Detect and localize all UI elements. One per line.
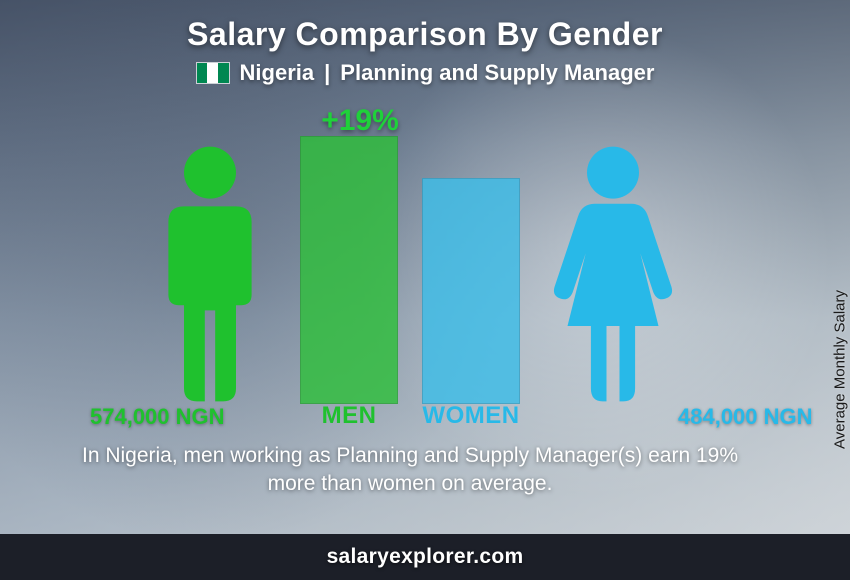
women-bar (422, 178, 520, 404)
female-figure (548, 144, 678, 404)
subtitle-country: Nigeria (240, 60, 315, 86)
flag-stripe-right (218, 63, 229, 83)
subtitle-role: Planning and Supply Manager (340, 60, 654, 86)
women-bar-label: WOMEN (406, 402, 536, 430)
infographic-canvas: Salary Comparison By Gender Nigeria | Pl… (0, 0, 850, 580)
male-figure (145, 144, 275, 404)
female-person-icon (548, 144, 678, 404)
footer-source-text: salaryexplorer.com (327, 545, 524, 569)
delta-percentage-label: +19% (260, 104, 460, 138)
y-axis-label: Average Monthly Salary (832, 290, 849, 449)
male-person-icon (145, 144, 275, 404)
subtitle-row: Nigeria | Planning and Supply Manager (0, 60, 850, 86)
men-bar (300, 136, 398, 404)
page-title: Salary Comparison By Gender (0, 16, 850, 53)
subtitle-separator: | (324, 60, 330, 86)
chart-area: +19% 574,000 NGN MEN WOMEN 484,000 NGN (0, 110, 850, 430)
nigeria-flag-icon (196, 62, 230, 84)
women-salary-value: 484,000 NGN (678, 404, 813, 430)
flag-stripe-mid (207, 63, 218, 83)
men-bar-label: MEN (284, 402, 414, 430)
flag-stripe-left (197, 63, 208, 83)
men-salary-value: 574,000 NGN (90, 404, 225, 430)
summary-text: In Nigeria, men working as Planning and … (60, 442, 760, 499)
footer-bar: salaryexplorer.com (0, 534, 850, 580)
